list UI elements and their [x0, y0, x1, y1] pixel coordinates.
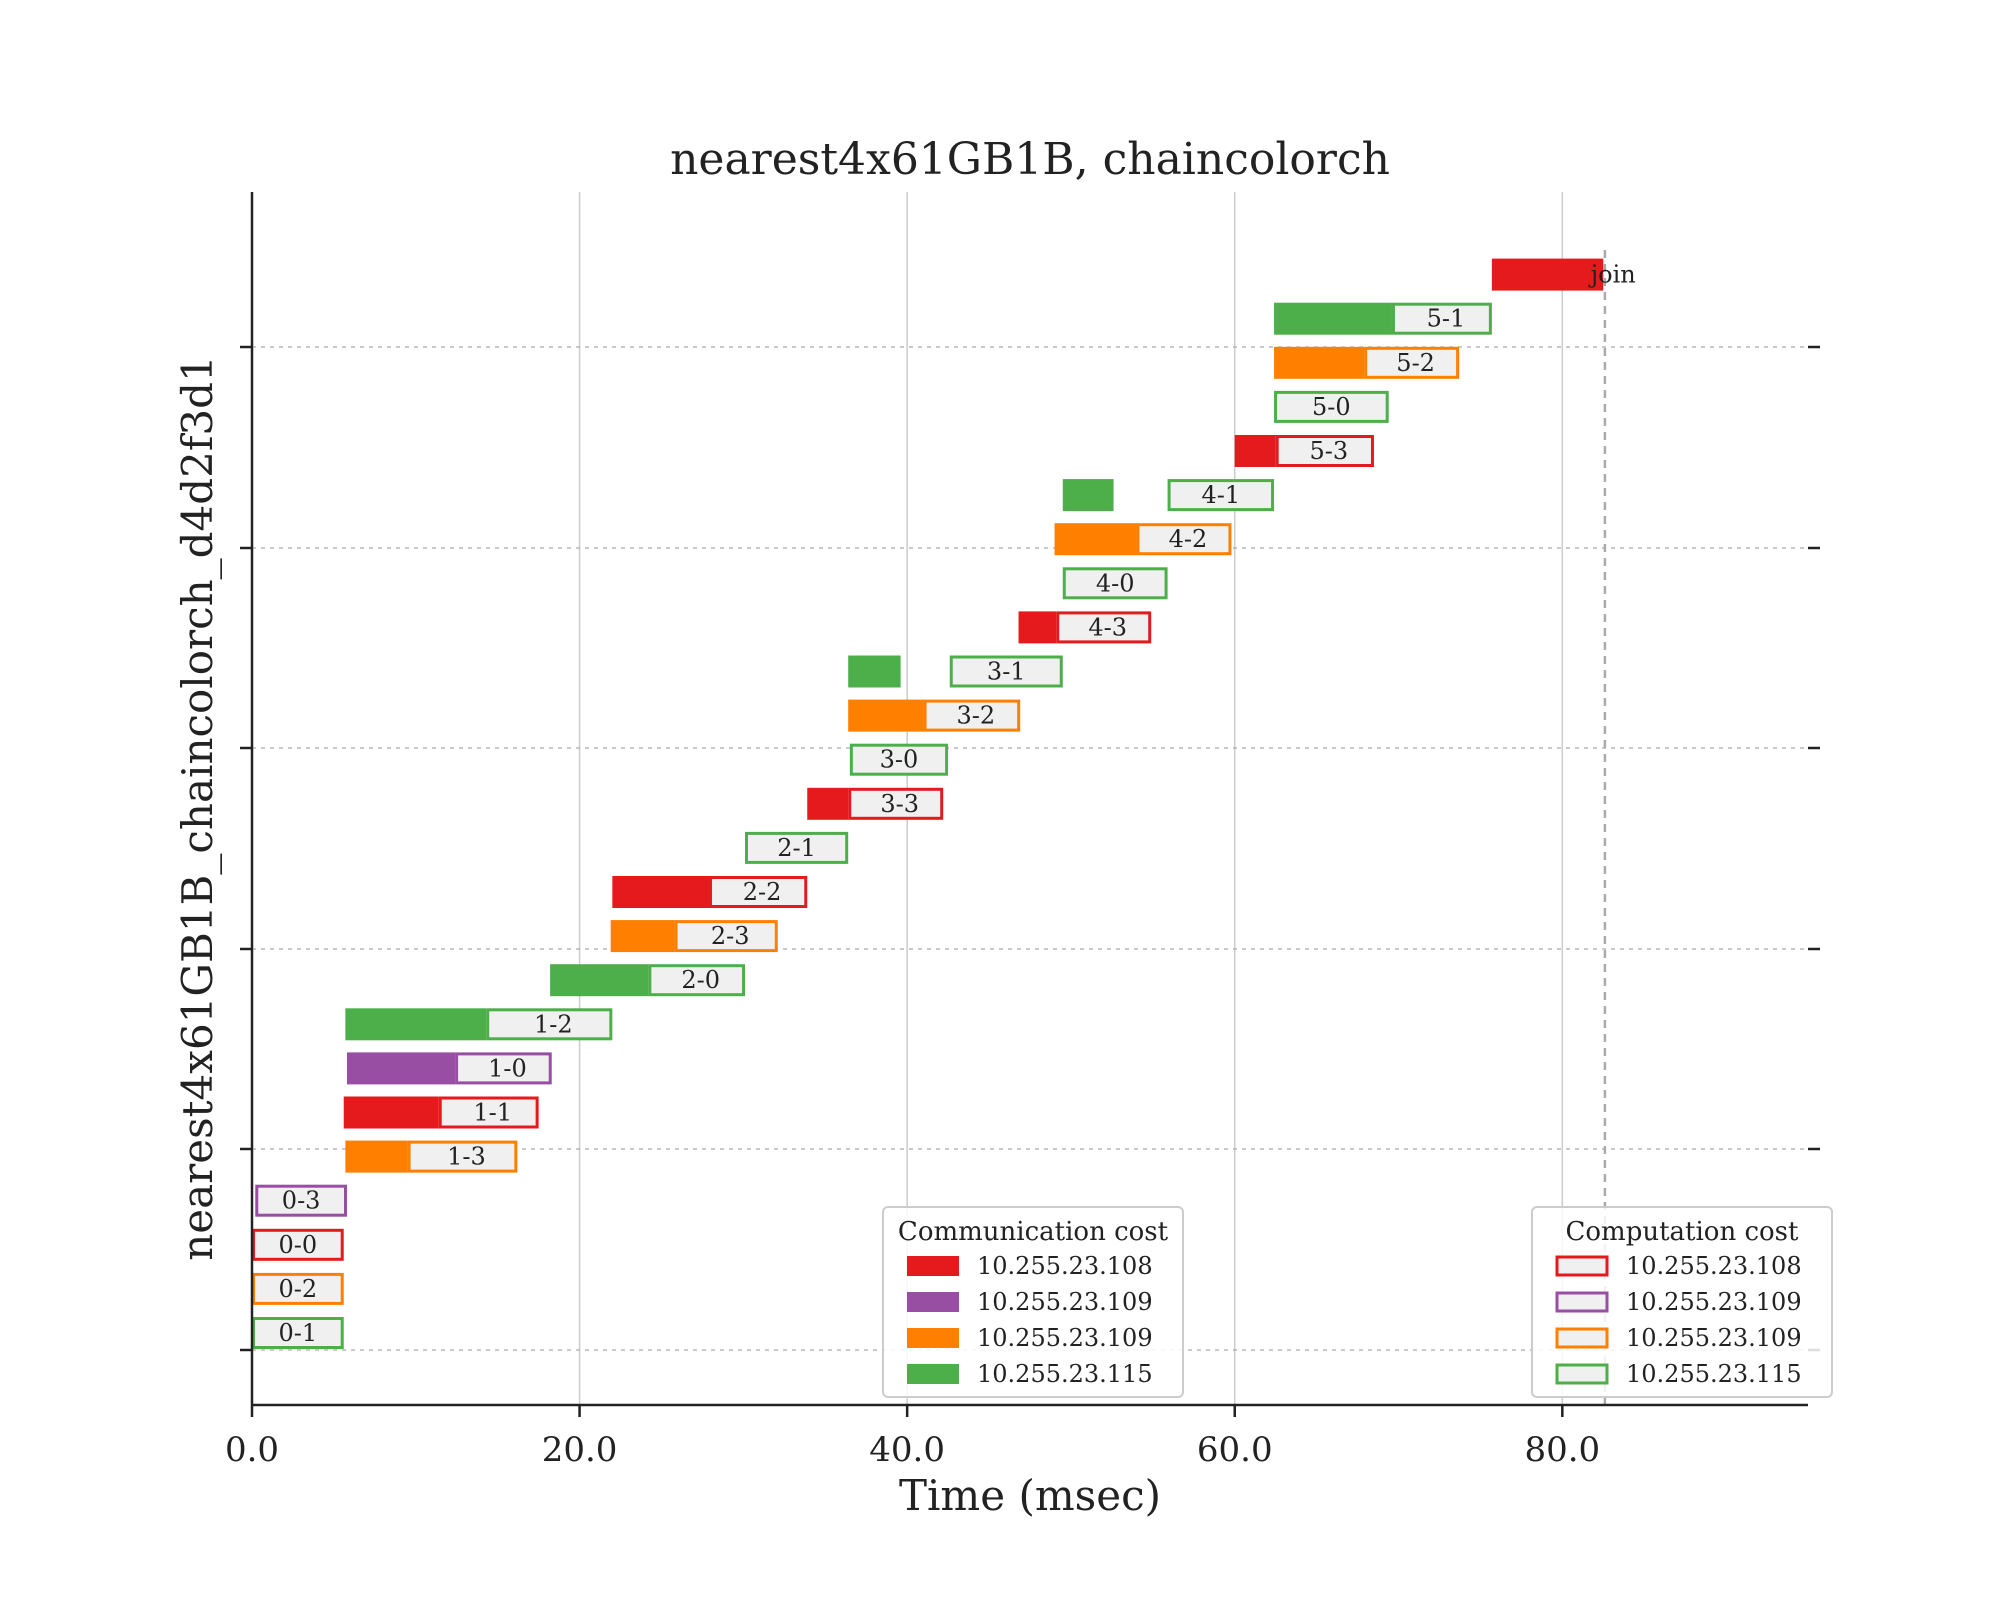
computation-bar: [849, 743, 949, 776]
bar-label: 5-3: [1309, 437, 1348, 465]
communication-bar: [848, 655, 901, 688]
bar-label: 2-0: [681, 966, 720, 994]
bars-layer: 0-1 0-2 0-0 0-3 1-3 1-1 1-01-2 2-0 2-3 2-2 2-1 3-3 3…: [252, 258, 1636, 1349]
communication-bar: [1274, 346, 1365, 379]
bar-label: 1-2: [534, 1010, 573, 1038]
computation-bar: [1136, 523, 1232, 556]
computation-bar: [745, 831, 849, 864]
bar-label: 0-3: [282, 1187, 321, 1215]
legend-communication-label: 10.255.23.109: [977, 1324, 1153, 1352]
legend-computation-label: 10.255.23.115: [1626, 1360, 1802, 1388]
computation-bar: [455, 1052, 552, 1085]
communication-bar: [1234, 435, 1276, 467]
x-axis-label: Time (msec): [899, 1471, 1161, 1520]
legend-communication-swatch: [907, 1364, 959, 1384]
bar-label: 3-3: [880, 790, 919, 818]
legend-computation-label: 10.255.23.109: [1626, 1324, 1802, 1352]
legend-layer: Communication cost 10.255.23.108 10.255.23…: [882, 1206, 1833, 1398]
legend-communication-label: 10.255.23.109: [977, 1288, 1153, 1316]
bar-label: 4-0: [1096, 569, 1135, 597]
computation-bar: [1167, 479, 1275, 512]
bar-label: 3-1: [987, 658, 1026, 686]
communication-bar: [1018, 611, 1057, 644]
legend-communication-frame: [882, 1206, 1184, 1398]
bar-label: 0-0: [279, 1231, 318, 1259]
bar-label: 4-1: [1201, 481, 1240, 509]
computation-bar: [648, 964, 746, 997]
computation-bar: [1391, 302, 1492, 335]
communication-bar: [1491, 258, 1604, 291]
legend-communication-title: Communication cost: [898, 1217, 1169, 1247]
bar-label: 2-2: [743, 878, 782, 906]
computation-bar: [255, 1184, 347, 1217]
bar-label: 4-3: [1088, 613, 1127, 641]
legend-computation-swatch: [1555, 1255, 1609, 1277]
communication-bar: [343, 1096, 439, 1129]
legend-computation-label: 10.255.23.109: [1626, 1288, 1802, 1316]
bar-label: 5-0: [1312, 393, 1351, 421]
computation-bar: [438, 1096, 539, 1129]
communication-bar: [807, 787, 849, 820]
legend-computation-swatch: [1555, 1327, 1609, 1349]
legend-computation-title: Computation cost: [1566, 1217, 1800, 1247]
computation-bar: [848, 787, 944, 820]
bar-label: 3-0: [880, 746, 919, 774]
computation-bar: [486, 1008, 613, 1041]
computation-bar: [1056, 611, 1152, 644]
bar-label: 3-2: [957, 702, 996, 730]
computation-bar: [252, 1272, 344, 1305]
communication-bar: [345, 1140, 408, 1173]
bar-label: 1-1: [473, 1099, 512, 1127]
communication-bar: [550, 964, 649, 997]
legend-computation-frame: [1531, 1206, 1833, 1398]
computation-bar: [923, 699, 1021, 732]
computation-bar: [1062, 567, 1168, 600]
bar-label: 2-3: [711, 922, 750, 950]
x-tick-label: 20.0: [542, 1430, 618, 1470]
computation-bar: [1274, 390, 1389, 423]
communication-bar: [1062, 479, 1114, 512]
legend-computation-swatch: [1555, 1291, 1609, 1313]
computation-bar: [1275, 435, 1374, 467]
communication-bar: [610, 920, 675, 953]
communication-bar: [346, 1052, 456, 1085]
bar-label: 0-1: [279, 1319, 318, 1347]
legend-communication-label: 10.255.23.115: [977, 1360, 1153, 1388]
bar-label: join: [1588, 261, 1636, 289]
computation-bar: [674, 920, 778, 953]
computation-bar: [949, 655, 1063, 688]
computation-bar: [252, 1228, 344, 1261]
legend-computation-swatch: [1555, 1363, 1609, 1385]
chart-title: nearest4x61GB1B, chaincolorch: [670, 134, 1390, 185]
communication-bar: [1274, 302, 1392, 335]
legend-computation-label: 10.255.23.108: [1626, 1252, 1802, 1280]
communication-bar: [612, 876, 709, 908]
bar-label: 0-2: [279, 1275, 318, 1303]
communication-bar: [345, 1008, 487, 1041]
x-tick-label: 40.0: [869, 1430, 945, 1470]
legend-communication-swatch: [907, 1292, 959, 1312]
computation-bar: [407, 1140, 518, 1173]
computation-bar: [252, 1317, 344, 1349]
communication-bar: [848, 699, 924, 732]
x-tick-label: 0.0: [225, 1430, 279, 1470]
communication-bar: [1054, 523, 1137, 556]
bar-label: 2-1: [777, 834, 816, 862]
bar-label: 5-2: [1396, 349, 1435, 377]
bar-label: 5-1: [1427, 305, 1466, 333]
x-tick-label: 80.0: [1524, 1430, 1600, 1470]
legend-communication-label: 10.255.23.108: [977, 1252, 1153, 1280]
x-tick-label: 60.0: [1197, 1430, 1273, 1470]
bar-label: 1-0: [488, 1054, 527, 1082]
bar-label: 4-2: [1169, 525, 1208, 553]
legend-communication-swatch: [907, 1256, 959, 1276]
y-axis-label: nearest4x61GB1B_chaincolorch_d4d2f3d1: [173, 355, 222, 1261]
legend-communication-swatch: [907, 1328, 959, 1348]
computation-bar: [1364, 346, 1460, 379]
bar-label: 1-3: [447, 1143, 486, 1171]
axes-layer: 0.0 20.0 40.0 60.0 80.0: [225, 192, 1820, 1470]
computation-bar: [708, 876, 808, 908]
